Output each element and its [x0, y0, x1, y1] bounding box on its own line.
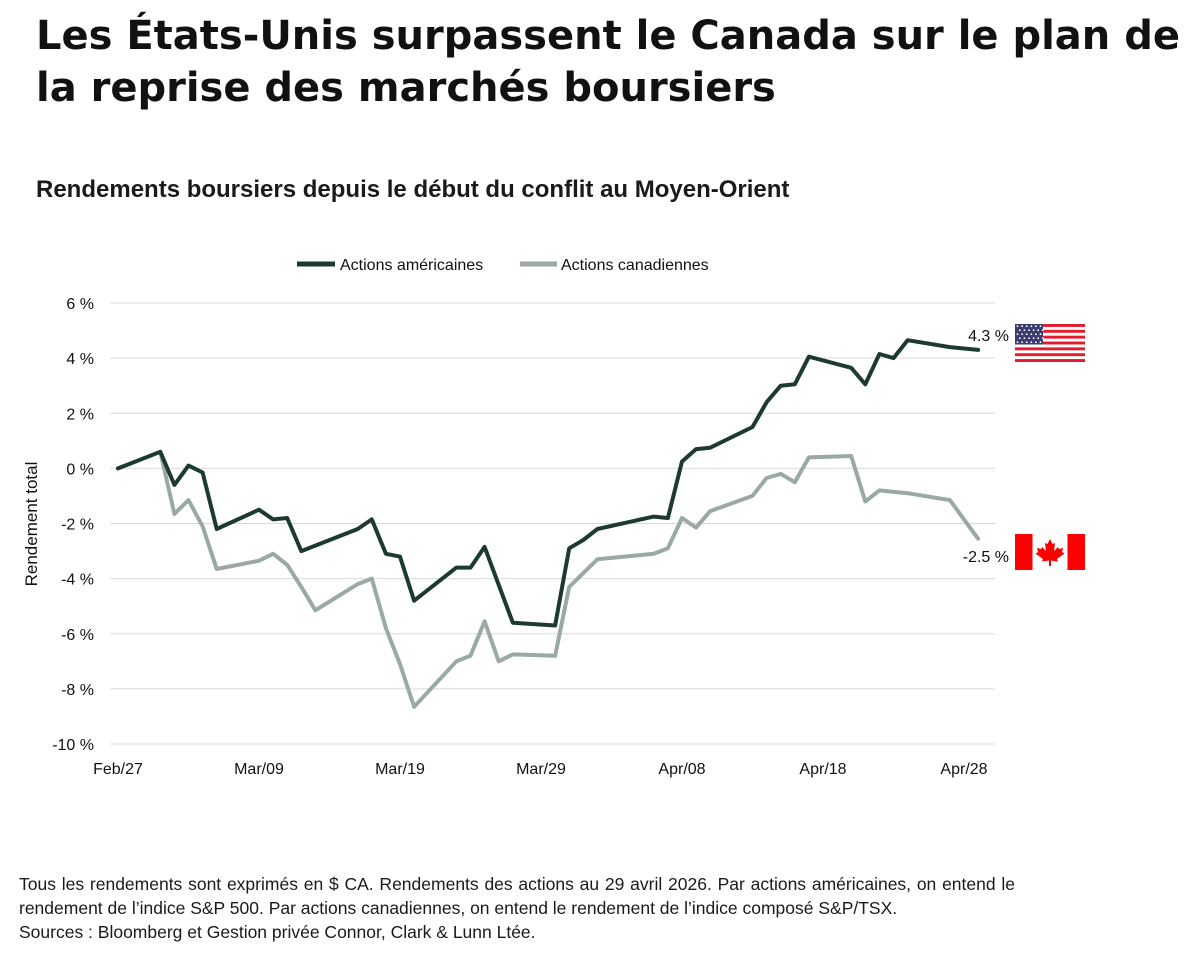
legend-label-ca: Actions canadiennes	[561, 257, 709, 274]
x-tick-label: Mar/19	[375, 761, 425, 778]
maple-leaf-icon	[1035, 539, 1065, 566]
us-flag-icon	[1015, 324, 1085, 362]
series-line-us	[116, 338, 981, 628]
legend-label-us: Actions américaines	[340, 257, 483, 274]
end-label-us: 4.3 %	[968, 328, 1009, 345]
y-tick-label: -4 %	[61, 572, 94, 589]
y-tick-label: -10 %	[52, 737, 94, 754]
footnote-sources: Sources : Bloomberg et Gestion privée Co…	[19, 922, 536, 942]
x-tick-labels: Feb/27 Mar/09 Mar/19 Mar/29 Apr/08 Apr/18 Apr/…	[93, 761, 988, 778]
footnote-text: Tous les rendements sont exprimés en $ C…	[19, 874, 1015, 918]
line-chart: 6 % 4 % 2 % 0 % -2 % -4 % -6 % -8 % -10 % Feb/27…	[22, 257, 1085, 778]
footnote: Tous les rendements sont exprimés en $ C…	[19, 872, 1015, 944]
end-label-ca: -2.5 %	[963, 549, 1009, 566]
x-tick-label: Apr/28	[940, 761, 987, 778]
x-tick-label: Feb/27	[93, 761, 143, 778]
x-tick-label: Apr/18	[799, 761, 846, 778]
y-tick-label: 4 %	[66, 351, 94, 368]
y-tick-label: -2 %	[61, 517, 94, 534]
canada-flag-icon	[1015, 534, 1085, 570]
y-tick-label: 6 %	[66, 296, 94, 313]
y-tick-labels: 6 % 4 % 2 % 0 % -2 % -4 % -6 % -8 % -10 %	[52, 296, 94, 754]
series-lines	[116, 338, 981, 709]
x-tick-label: Apr/08	[658, 761, 705, 778]
y-tick-label: -6 %	[61, 627, 94, 644]
gridlines	[110, 302, 995, 745]
x-tick-label: Mar/29	[516, 761, 566, 778]
x-tick-label: Mar/09	[234, 761, 284, 778]
y-tick-label: -8 %	[61, 682, 94, 699]
y-axis-label: Rendement total	[22, 462, 41, 587]
chart-title: Rendements boursiers depuis le début du …	[36, 176, 790, 203]
headline: Les États-Unis surpassent le Canada sur …	[36, 13, 1180, 111]
y-tick-label: 2 %	[66, 406, 94, 423]
y-tick-label: 0 %	[66, 461, 94, 478]
legend: Actions américaines Actions canadiennes	[297, 257, 709, 274]
series-line-canada	[116, 449, 981, 709]
